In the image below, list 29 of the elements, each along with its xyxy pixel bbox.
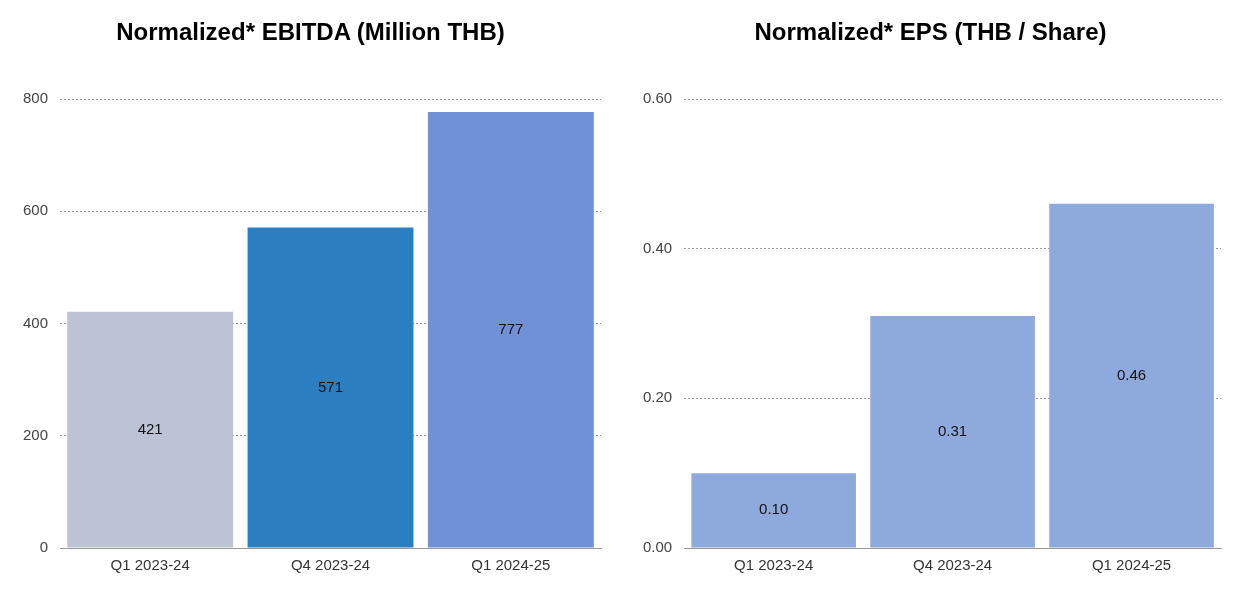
y-tick-label: 600 <box>22 201 48 219</box>
x-tick-label: Q1 2024-25 <box>470 556 550 574</box>
bar <box>247 227 413 548</box>
y-tick-label: 400 <box>22 313 48 331</box>
y-tick-label: 0.40 <box>642 238 672 256</box>
chart-title: Normalized* EPS (THB / Share) <box>754 18 1107 47</box>
bar <box>427 111 594 548</box>
data-label: 777 <box>497 319 523 337</box>
y-tick-label: 0.00 <box>642 538 672 556</box>
data-label: 571 <box>317 377 343 395</box>
data-label: 421 <box>137 419 163 437</box>
y-tick-label: 0.20 <box>642 388 672 406</box>
y-tick-label: 800 <box>22 89 48 107</box>
x-tick-label: Q4 2023-24 <box>290 556 370 574</box>
chart-title: Normalized* EBITDA (Million THB) <box>116 18 505 47</box>
y-tick-label: 200 <box>22 425 48 443</box>
data-label: 0.46 <box>1116 365 1146 383</box>
bar <box>1048 203 1214 548</box>
y-tick-label: 0.60 <box>642 89 672 107</box>
x-tick-label: Q1 2023-24 <box>110 556 190 574</box>
data-label: 0.10 <box>758 500 788 518</box>
x-tick-label: Q4 2023-24 <box>912 556 992 574</box>
bar <box>66 311 233 548</box>
bar <box>869 316 1035 548</box>
x-tick-label: Q1 2024-25 <box>1091 556 1171 574</box>
x-tick-label: Q1 2023-24 <box>733 556 813 574</box>
bar <box>690 473 856 548</box>
y-tick-label: 0 <box>39 538 48 556</box>
data-label: 0.31 <box>937 421 967 439</box>
